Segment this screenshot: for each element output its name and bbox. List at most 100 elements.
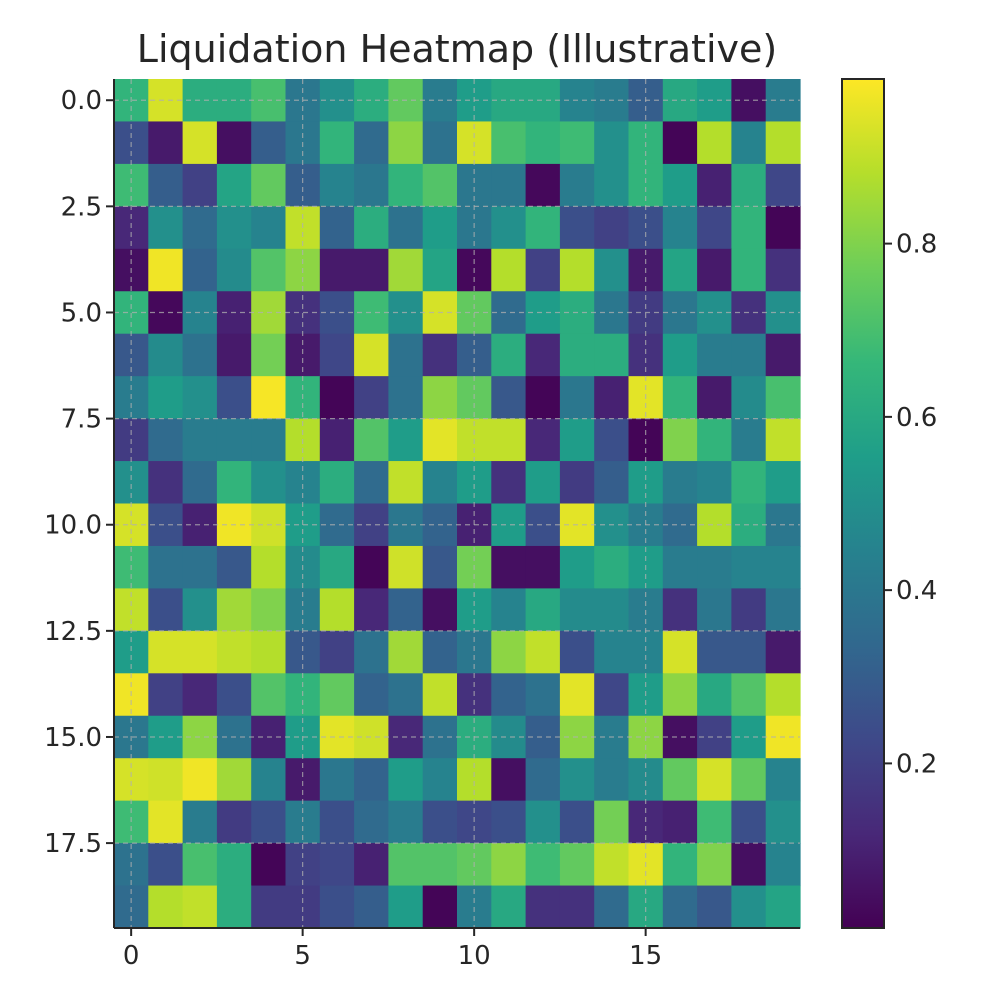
heatmap-cell	[594, 121, 630, 165]
heatmap-cell	[559, 843, 595, 887]
heatmap-cell	[182, 673, 218, 717]
heatmap-cell	[594, 673, 630, 717]
heatmap-cell	[525, 121, 561, 165]
heatmap-cell	[731, 206, 767, 250]
heatmap-cell	[491, 545, 527, 589]
heatmap-cell	[422, 163, 458, 207]
heatmap-cell	[319, 885, 355, 929]
heatmap-cell	[662, 163, 698, 207]
heatmap-cell	[319, 333, 355, 377]
heatmap-cell	[216, 800, 252, 844]
heatmap-cell	[525, 418, 561, 462]
heatmap-cell	[765, 588, 801, 632]
heatmap-cell	[319, 630, 355, 674]
heatmap-cell	[731, 333, 767, 377]
heatmap-cell	[148, 333, 184, 377]
x-tick-label: 0	[123, 941, 140, 971]
heatmap-cell	[182, 800, 218, 844]
heatmap-cell	[525, 673, 561, 717]
heatmap-cell	[148, 248, 184, 292]
heatmap-cell	[148, 545, 184, 589]
heatmap-cell	[251, 588, 287, 632]
heatmap-cell	[422, 885, 458, 929]
heatmap-cell	[662, 461, 698, 505]
heatmap-cell	[251, 121, 287, 165]
colorbar-tick-label: 0.8	[896, 230, 937, 260]
heatmap-cell	[491, 376, 527, 420]
heatmap-cell	[216, 758, 252, 802]
x-tick-label: 10	[458, 941, 491, 971]
heatmap-cell	[559, 121, 595, 165]
heatmap-cells	[114, 79, 801, 929]
heatmap-cell	[251, 248, 287, 292]
colorbar-tick-label: 0.4	[896, 576, 937, 606]
heatmap-cell	[251, 800, 287, 844]
heatmap-cell	[765, 843, 801, 887]
heatmap-cell	[662, 333, 698, 377]
heatmap-cell	[594, 800, 630, 844]
heatmap-cell	[388, 673, 424, 717]
heatmap-cell	[251, 843, 287, 887]
heatmap-cell	[148, 461, 184, 505]
heatmap-cell	[354, 885, 389, 929]
axes: 0 5 10 15 0.0 2.5 5.0 7.5 10.0 12.5 15.0 17.5	[44, 79, 800, 971]
heatmap-cell	[697, 758, 732, 802]
heatmap-cell	[662, 885, 698, 929]
heatmap-cell	[148, 588, 184, 632]
heatmap-cell	[491, 673, 527, 717]
heatmap-cell	[148, 376, 184, 420]
heatmap-cell	[182, 885, 218, 929]
heatmap-cell	[765, 121, 801, 165]
heatmap-cell	[662, 630, 698, 674]
heatmap-cell	[731, 588, 767, 632]
heatmap-cell	[319, 800, 355, 844]
heatmap-cell	[559, 248, 595, 292]
heatmap-cell	[422, 758, 458, 802]
heatmap-cell	[216, 248, 252, 292]
heatmap-cell	[662, 121, 698, 165]
heatmap-cell	[525, 758, 561, 802]
heatmap-cell	[525, 843, 561, 887]
heatmap-cell	[319, 121, 355, 165]
heatmap-cell	[148, 121, 184, 165]
grid-lines	[114, 79, 800, 928]
heatmap-cell	[251, 376, 287, 420]
heatmap-cell	[182, 121, 218, 165]
heatmap-cell	[525, 545, 561, 589]
heatmap-cell	[182, 163, 218, 207]
heatmap-cell	[662, 673, 698, 717]
heatmap-cell	[251, 418, 287, 462]
heatmap-cell	[319, 248, 355, 292]
heatmap-cell	[731, 461, 767, 505]
heatmap-cell	[388, 163, 424, 207]
y-tick-label: 15.0	[44, 723, 102, 753]
heatmap-cell	[491, 758, 527, 802]
heatmap-cell	[594, 630, 630, 674]
heatmap-cell	[388, 545, 424, 589]
heatmap-cell	[662, 843, 698, 887]
heatmap-cell	[216, 630, 252, 674]
heatmap-cell	[731, 248, 767, 292]
heatmap-cell	[491, 333, 527, 377]
heatmap-cell	[559, 800, 595, 844]
heatmap-cell	[697, 843, 732, 887]
heatmap-cell	[422, 376, 458, 420]
heatmap-cell	[594, 588, 630, 632]
heatmap-cell	[354, 333, 389, 377]
heatmap-cell	[594, 248, 630, 292]
heatmap-cell	[354, 121, 389, 165]
heatmap-cell	[765, 333, 801, 377]
heatmap-cell	[731, 376, 767, 420]
heatmap-cell	[525, 333, 561, 377]
heatmap-cell	[148, 163, 184, 207]
heatmap-cell	[697, 376, 732, 420]
heatmap-cell	[319, 206, 355, 250]
heatmap-cell	[594, 843, 630, 887]
heatmap-cell	[319, 163, 355, 207]
colorbar: 0.2 0.4 0.6 0.8	[841, 78, 937, 929]
heatmap-cell	[251, 163, 287, 207]
heatmap-cell	[559, 418, 595, 462]
heatmap-cell	[216, 885, 252, 929]
heatmap-cell	[594, 461, 630, 505]
heatmap-cell	[422, 121, 458, 165]
